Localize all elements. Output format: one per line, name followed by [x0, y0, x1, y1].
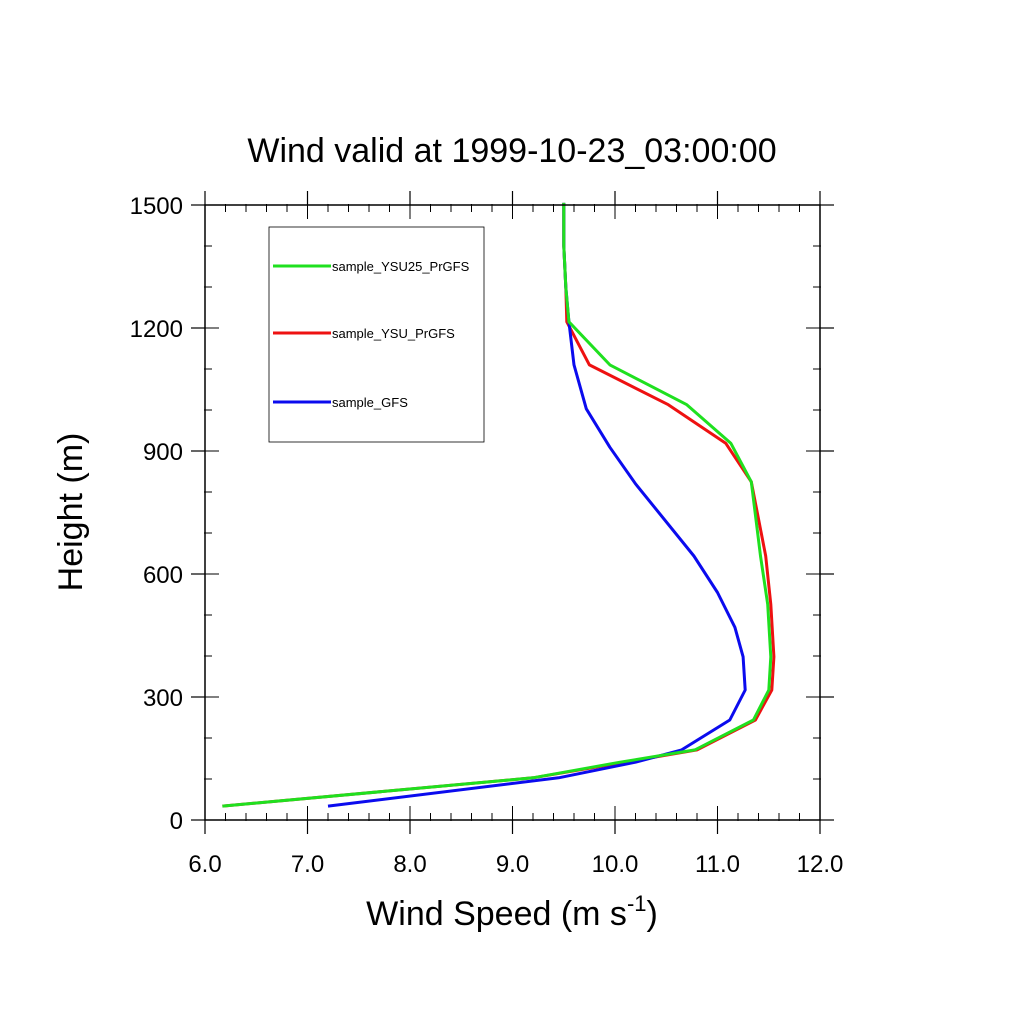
y-tick-label: 1500 — [130, 193, 183, 220]
y-tick-label: 300 — [143, 685, 183, 712]
x-axis-label-close: ) — [647, 895, 658, 933]
legend-label: sample_GFS — [332, 395, 408, 410]
x-tick-label: 11.0 — [695, 851, 740, 878]
x-axis-label-main: Wind Speed (m s — [366, 895, 627, 933]
x-tick-label: 8.0 — [393, 851, 426, 878]
y-tick-label: 900 — [143, 439, 183, 466]
legend-label: sample_YSU_PrGFS — [332, 326, 455, 341]
x-tick-label: 12.0 — [797, 851, 844, 878]
legend-label: sample_YSU25_PrGFS — [332, 259, 470, 274]
chart-title: Wind valid at 1999-10-23_03:00:00 — [247, 132, 776, 170]
y-axis-label: Height (m) — [52, 433, 90, 592]
series-line-sample_YSU25_PrGFS — [222, 202, 773, 808]
y-tick-label: 1200 — [130, 316, 183, 343]
x-axis-label: Wind Speed (m s-1) — [366, 891, 658, 933]
x-tick-label: 10.0 — [592, 851, 639, 878]
y-tick-label: 600 — [143, 562, 183, 589]
x-tick-label: 7.0 — [291, 851, 324, 878]
legend: sample_YSU25_PrGFS sample_YSU_PrGFSsample… — [268, 226, 485, 443]
x-axis-label-superscript: -1 — [627, 891, 647, 916]
y-tick-label: 0 — [170, 808, 183, 835]
x-tick-label: 6.0 — [188, 851, 221, 878]
x-tick-label: 9.0 — [496, 851, 529, 878]
